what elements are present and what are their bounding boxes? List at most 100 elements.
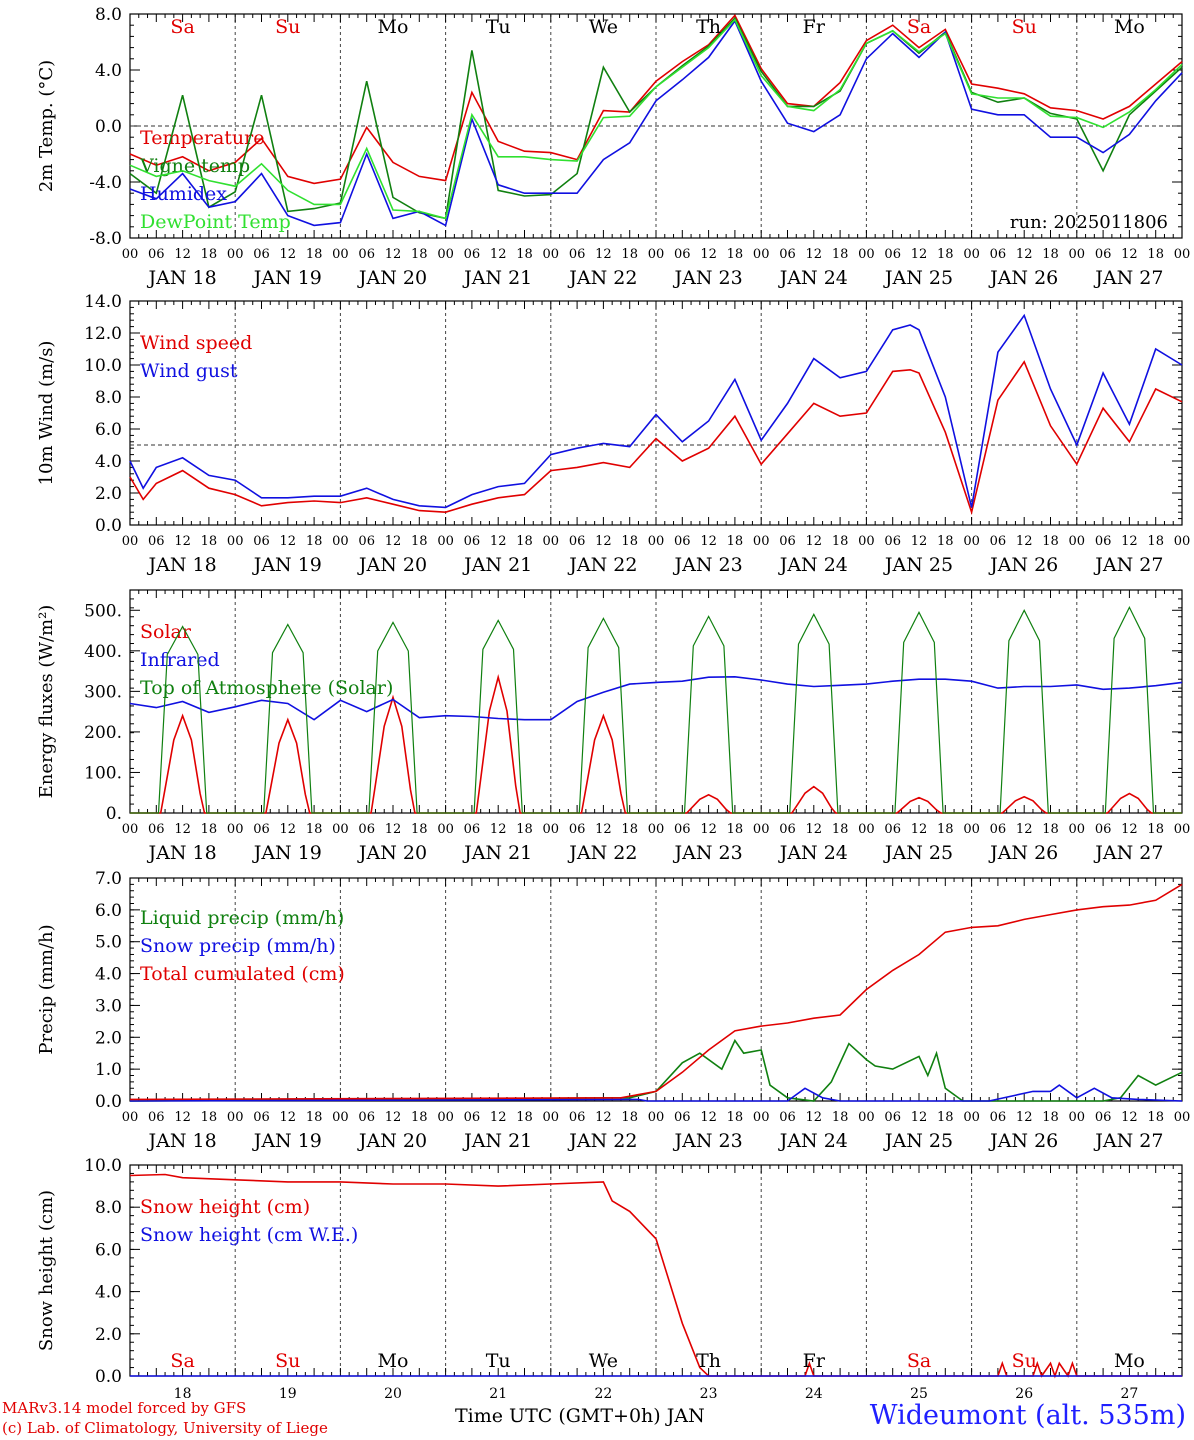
hour-tick-label: 12: [911, 1110, 928, 1125]
date-label: JAN 21: [462, 1130, 532, 1152]
hour-tick-label: 18: [832, 247, 849, 262]
y-tick-label: 6.0: [95, 1240, 122, 1260]
series-line: [129, 19, 1183, 227]
date-label: JAN 27: [1093, 554, 1163, 576]
meteogram-panels: 8.0 4.0 0.0 -4.0 -8.0 2m Temp. (°C) Temperatur…: [36, 5, 1191, 1400]
date-label: JAN 24: [778, 1130, 848, 1152]
hour-tick-label: 12: [490, 534, 507, 549]
date-label: JAN 27: [1093, 1130, 1163, 1152]
y-tick-label: 10.0: [84, 1156, 122, 1176]
y-axis-title: Energy fluxes (W/m²): [36, 605, 57, 799]
hour-tick-label: 12: [174, 1110, 191, 1125]
y-axis-title: Snow height (cm): [36, 1190, 57, 1351]
hour-tick-label: 00: [753, 534, 770, 549]
hour-tick-label: 00: [963, 822, 980, 837]
weekday-label: Tu: [486, 16, 511, 38]
hour-tick-label: 12: [806, 1110, 823, 1125]
series-line: [129, 883, 1183, 1101]
y-tick-label: 2.0: [95, 484, 122, 504]
hour-tick-label: 12: [595, 1110, 612, 1125]
date-label: JAN 26: [988, 267, 1058, 289]
date-label: JAN 27: [1093, 267, 1163, 289]
hour-tick-label: 00: [543, 534, 560, 549]
date-label: JAN 25: [883, 1130, 953, 1152]
hour-tick-label: 12: [385, 247, 402, 262]
weekday-label: Th: [696, 16, 721, 38]
hour-tick-label: 00: [332, 1110, 349, 1125]
hour-tick-label: 18: [201, 534, 218, 549]
y-tick-label: 0.0: [95, 117, 122, 137]
hour-tick-label: 12: [385, 822, 402, 837]
hour-tick-label: 06: [674, 247, 691, 262]
hour-tick-label: 18: [621, 534, 638, 549]
hour-tick-label: 06: [253, 822, 270, 837]
hour-tick-label: 00: [1069, 822, 1086, 837]
y-tick-label: 2.0: [95, 1028, 122, 1048]
hour-tick-label: 18: [727, 534, 744, 549]
date-label: JAN 25: [883, 267, 953, 289]
hour-tick-label: 00: [1174, 247, 1191, 262]
date-label: JAN 23: [673, 554, 743, 576]
date-label: JAN 19: [252, 267, 322, 289]
y-tick-label: 1.0: [95, 1060, 122, 1080]
hour-tick-label: 18: [937, 247, 954, 262]
date-label: JAN 21: [462, 267, 532, 289]
date-label: JAN 20: [357, 554, 427, 576]
hour-tick-label: 12: [595, 247, 612, 262]
day-number-label: 25: [910, 1386, 928, 1400]
hour-tick-label: 18: [1042, 534, 1059, 549]
series-line: [130, 606, 1182, 814]
hour-tick-label: 00: [437, 822, 454, 837]
hour-tick-label: 12: [1121, 822, 1138, 837]
hour-tick-label: 00: [858, 1110, 875, 1125]
legend-entry: Humidex: [140, 183, 227, 205]
hour-tick-label: 06: [148, 1110, 165, 1125]
hour-tick-label: 18: [1147, 822, 1164, 837]
hour-tick-label: 00: [963, 247, 980, 262]
date-label: JAN 25: [883, 554, 953, 576]
series-line: [129, 1084, 1183, 1102]
hour-tick-label: 12: [1016, 247, 1033, 262]
y-tick-label: 8.0: [95, 5, 122, 25]
hour-tick-label: 00: [122, 822, 139, 837]
hour-tick-label: 00: [332, 247, 349, 262]
hour-tick-label: 06: [464, 534, 481, 549]
hour-tick-label: 18: [201, 822, 218, 837]
date-label: JAN 20: [357, 842, 427, 864]
date-label: JAN 19: [252, 842, 322, 864]
hour-tick-label: 06: [148, 822, 165, 837]
hour-tick-label: 00: [858, 247, 875, 262]
hour-tick-label: 12: [1016, 534, 1033, 549]
day-number-label: 22: [594, 1386, 612, 1400]
hour-tick-label: 18: [411, 822, 428, 837]
hour-tick-label: 00: [543, 822, 560, 837]
date-label: JAN 20: [357, 1130, 427, 1152]
hour-tick-label: 18: [937, 822, 954, 837]
date-label: JAN 18: [147, 267, 217, 289]
hour-tick-label: 18: [411, 1110, 428, 1125]
hour-tick-label: 12: [911, 822, 928, 837]
date-label: JAN 22: [567, 1130, 637, 1152]
date-label: JAN 18: [147, 1130, 217, 1152]
hour-tick-label: 06: [569, 822, 586, 837]
hour-tick-label: 00: [858, 822, 875, 837]
date-label: JAN 23: [673, 1130, 743, 1152]
legend-entry: Top of Atmosphere (Solar): [140, 677, 393, 699]
hour-tick-label: 00: [648, 822, 665, 837]
hour-tick-label: 12: [1121, 1110, 1138, 1125]
hour-tick-label: 18: [1042, 247, 1059, 262]
weekday-label: We: [589, 16, 618, 38]
hour-tick-label: 00: [648, 534, 665, 549]
hour-tick-label: 18: [832, 534, 849, 549]
hour-tick-label: 00: [963, 534, 980, 549]
date-label: JAN 22: [567, 842, 637, 864]
series-line: [129, 360, 1183, 516]
hour-tick-label: 06: [884, 822, 901, 837]
hour-tick-label: 18: [516, 822, 533, 837]
hour-tick-label: 06: [884, 534, 901, 549]
weekday-label: Tu: [486, 1350, 511, 1372]
hour-tick-label: 18: [201, 1110, 218, 1125]
hour-tick-label: 18: [411, 247, 428, 262]
hour-tick-label: 00: [227, 534, 244, 549]
date-label: JAN 23: [673, 267, 743, 289]
